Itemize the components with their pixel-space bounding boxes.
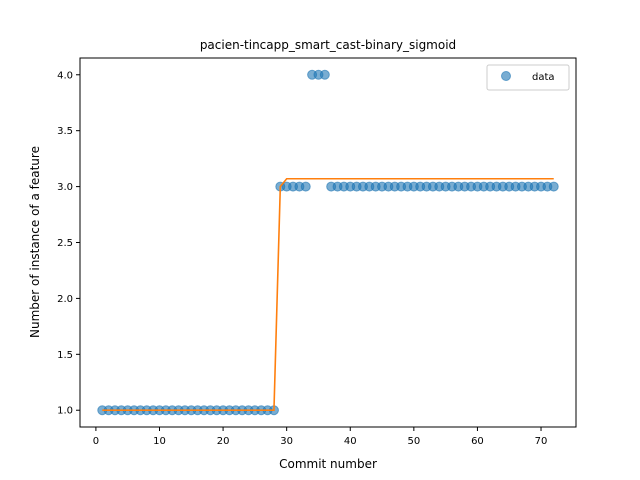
x-tick-label: 70 bbox=[535, 436, 548, 447]
legend-label-data: data bbox=[532, 72, 555, 83]
x-tick-label: 10 bbox=[153, 436, 166, 447]
x-tick-label: 20 bbox=[217, 436, 230, 447]
x-tick-label: 50 bbox=[407, 436, 420, 447]
plot-area bbox=[97, 69, 559, 416]
x-tick-label: 60 bbox=[471, 436, 484, 447]
data-point bbox=[300, 181, 311, 192]
y-tick-label: 1.0 bbox=[57, 406, 73, 417]
y-tick-label: 3.5 bbox=[57, 126, 73, 137]
data-point bbox=[548, 181, 559, 192]
legend-box bbox=[486, 64, 570, 91]
axes: 0 10 20 30 40 50 60 70 1.0 1.5 2.0 2.5 3.0 3.5 4.0 bbox=[57, 57, 577, 447]
x-axis-label: Commit number bbox=[279, 457, 377, 471]
legend: data bbox=[486, 64, 570, 91]
x-tick-label: 40 bbox=[344, 436, 357, 447]
fit-line bbox=[102, 177, 554, 412]
y-tick-label: 3.0 bbox=[57, 182, 73, 193]
x-tick-label: 30 bbox=[280, 436, 293, 447]
x-tick-label: 0 bbox=[93, 436, 99, 447]
legend-marker-data bbox=[501, 71, 511, 81]
y-tick-label: 2.0 bbox=[57, 294, 73, 305]
chart-title: pacien-tincapp_smart_cast-binary_sigmoid bbox=[200, 38, 456, 52]
y-tick-label: 4.0 bbox=[57, 70, 73, 81]
y-axis-label: Number of instance of a feature bbox=[28, 146, 42, 338]
y-tick-label: 2.5 bbox=[57, 238, 73, 249]
y-tick-label: 1.5 bbox=[57, 350, 73, 361]
data-point bbox=[319, 69, 330, 80]
